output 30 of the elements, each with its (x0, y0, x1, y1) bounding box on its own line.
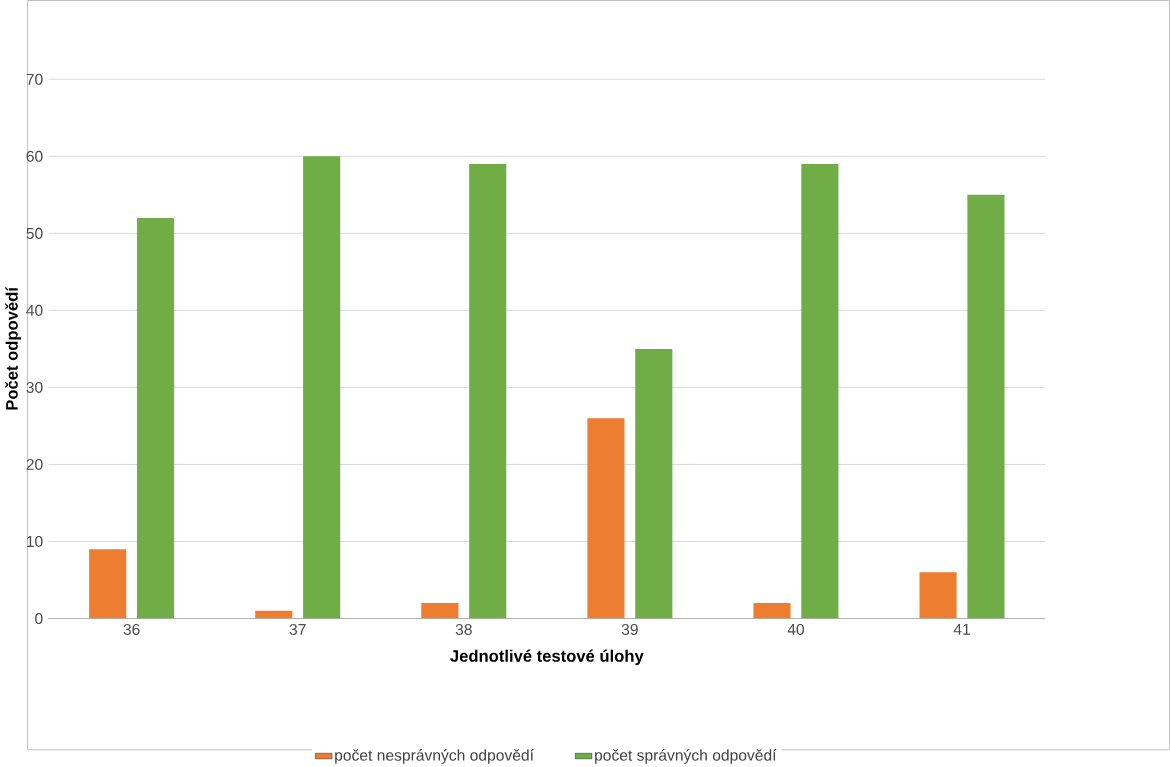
bar (421, 603, 459, 619)
bar (919, 572, 957, 619)
bar (587, 418, 625, 619)
bar (801, 164, 839, 619)
bar (967, 194, 1005, 619)
y-axis-title: Počet odpovědí (5, 286, 22, 410)
y-tick-label: 10 (27, 536, 43, 548)
legend-label: počet nesprávných odpovědí (335, 749, 534, 764)
bar (255, 610, 293, 619)
x-tick-label: 40 (787, 624, 805, 636)
y-tick-label: 70 (26, 73, 43, 85)
legend-label: počet správných odpovědí (595, 749, 777, 764)
bar (469, 164, 507, 619)
bar (303, 156, 341, 619)
x-tick-label: 39 (621, 624, 638, 636)
y-tick-label: 60 (26, 150, 43, 162)
y-tick-label: 30 (26, 381, 43, 394)
bar (635, 348, 673, 619)
x-tick-label: 38 (455, 624, 472, 636)
x-tick-label: 41 (953, 624, 970, 635)
y-tick-label: 50 (26, 227, 43, 239)
x-axis-title: Jednotlivé testové úlohy (450, 649, 644, 666)
x-tick-label: 36 (123, 624, 140, 636)
bar (89, 549, 127, 619)
x-tick-label: 37 (289, 624, 306, 636)
bar (137, 218, 175, 619)
y-tick-label: 0 (35, 613, 43, 625)
y-tick-label: 40 (26, 304, 43, 316)
y-tick-label: 20 (26, 458, 43, 471)
bar (753, 603, 791, 619)
